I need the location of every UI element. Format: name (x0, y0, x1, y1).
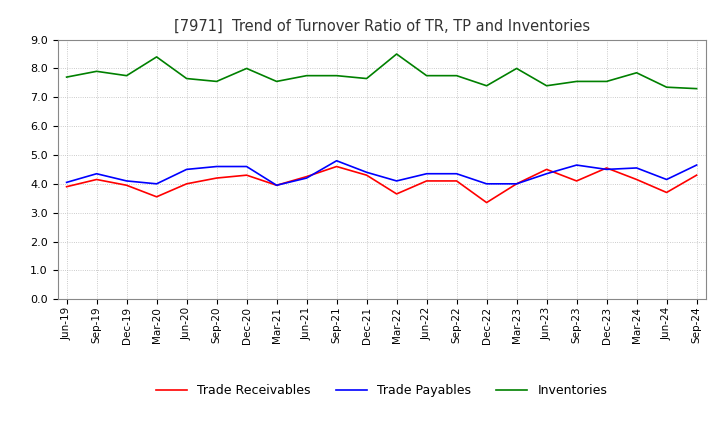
Trade Payables (693, 162, 701, 168)
Trade Receivables (302, 174, 311, 179)
Trade Payables (482, 181, 491, 187)
Trade Payables (212, 164, 221, 169)
Inventories (182, 76, 191, 81)
Inventories (92, 69, 101, 74)
Inventories (422, 73, 431, 78)
Trade Payables (632, 165, 641, 171)
Trade Receivables (392, 191, 401, 197)
Inventories (542, 83, 551, 88)
Inventories (272, 79, 281, 84)
Line: Trade Receivables: Trade Receivables (66, 166, 697, 202)
Trade Receivables (92, 177, 101, 182)
Inventories (693, 86, 701, 91)
Trade Payables (602, 167, 611, 172)
Trade Receivables (482, 200, 491, 205)
Trade Receivables (572, 178, 581, 183)
Inventories (452, 73, 461, 78)
Trade Payables (92, 171, 101, 176)
Inventories (572, 79, 581, 84)
Trade Receivables (452, 178, 461, 183)
Trade Payables (182, 167, 191, 172)
Line: Trade Payables: Trade Payables (66, 161, 697, 185)
Trade Payables (542, 171, 551, 176)
Trade Receivables (362, 172, 371, 178)
Trade Payables (62, 180, 71, 185)
Trade Receivables (632, 177, 641, 182)
Trade Payables (242, 164, 251, 169)
Inventories (662, 84, 671, 90)
Inventories (392, 51, 401, 57)
Trade Receivables (693, 172, 701, 178)
Trade Payables (662, 177, 671, 182)
Trade Receivables (153, 194, 161, 199)
Trade Receivables (662, 190, 671, 195)
Trade Receivables (333, 164, 341, 169)
Inventories (602, 79, 611, 84)
Trade Payables (392, 178, 401, 183)
Legend: Trade Receivables, Trade Payables, Inventories: Trade Receivables, Trade Payables, Inven… (151, 379, 612, 402)
Inventories (362, 76, 371, 81)
Trade Receivables (272, 183, 281, 188)
Trade Payables (272, 183, 281, 188)
Trade Payables (362, 170, 371, 175)
Inventories (482, 83, 491, 88)
Inventories (122, 73, 131, 78)
Inventories (333, 73, 341, 78)
Trade Receivables (182, 181, 191, 187)
Line: Inventories: Inventories (66, 54, 697, 88)
Title: [7971]  Trend of Turnover Ratio of TR, TP and Inventories: [7971] Trend of Turnover Ratio of TR, TP… (174, 19, 590, 34)
Trade Payables (122, 178, 131, 183)
Trade Payables (572, 162, 581, 168)
Trade Receivables (422, 178, 431, 183)
Inventories (302, 73, 311, 78)
Inventories (632, 70, 641, 75)
Trade Receivables (602, 165, 611, 171)
Trade Receivables (542, 167, 551, 172)
Trade Receivables (62, 184, 71, 189)
Trade Receivables (513, 181, 521, 187)
Inventories (153, 54, 161, 59)
Inventories (242, 66, 251, 71)
Inventories (513, 66, 521, 71)
Trade Payables (452, 171, 461, 176)
Trade Receivables (122, 183, 131, 188)
Trade Payables (153, 181, 161, 187)
Trade Payables (513, 181, 521, 187)
Trade Payables (422, 171, 431, 176)
Trade Payables (302, 176, 311, 181)
Trade Payables (333, 158, 341, 163)
Inventories (62, 74, 71, 80)
Trade Receivables (212, 176, 221, 181)
Trade Receivables (242, 172, 251, 178)
Inventories (212, 79, 221, 84)
